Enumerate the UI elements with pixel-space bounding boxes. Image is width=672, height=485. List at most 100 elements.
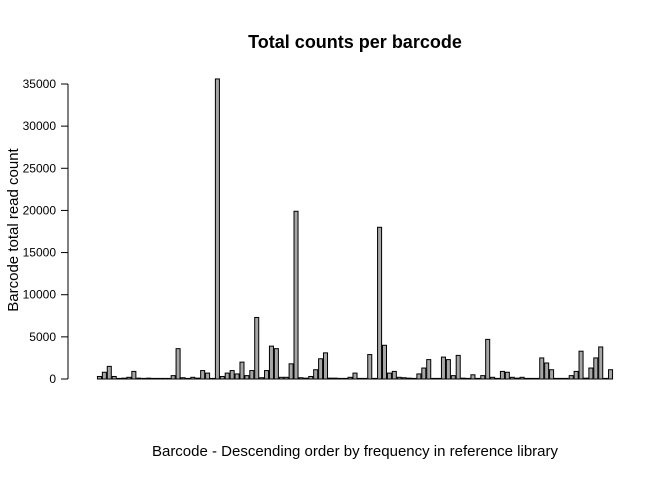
bar [96, 375, 102, 380]
bar [470, 374, 476, 380]
y-tick-label: 25000 [23, 161, 57, 175]
bar [332, 377, 338, 380]
bar [268, 345, 274, 380]
bar [298, 377, 304, 380]
bar [386, 372, 392, 380]
bar [401, 377, 407, 380]
bar [278, 376, 284, 380]
bar [318, 358, 324, 380]
bar [244, 375, 250, 380]
bar [170, 375, 176, 380]
y-axis-label: Barcode total read count [5, 147, 22, 311]
bar [175, 348, 181, 380]
bar [136, 377, 142, 380]
bar [544, 362, 550, 380]
bar [416, 373, 422, 380]
bar [534, 377, 540, 380]
bar [509, 376, 515, 380]
bar [450, 375, 456, 380]
bar [111, 375, 117, 380]
bar [151, 377, 157, 380]
bar [131, 370, 137, 380]
bar [436, 377, 442, 380]
bar [155, 377, 161, 380]
bar [254, 316, 260, 380]
bar [229, 370, 235, 380]
y-tick-label: 35000 [23, 77, 57, 91]
bar [539, 357, 545, 380]
bar [549, 369, 555, 380]
bar [603, 377, 609, 380]
bar [126, 376, 132, 380]
y-tick-label: 15000 [23, 246, 57, 260]
bar [106, 365, 112, 380]
bar [514, 377, 520, 380]
bar [209, 377, 216, 380]
y-axis: 0 5000 10000 15000 20000 25000 30000 35000 [23, 77, 69, 386]
bar [426, 359, 432, 380]
bar [504, 371, 510, 380]
bar [524, 377, 530, 380]
bar [283, 376, 289, 380]
bars [96, 78, 614, 380]
bar [529, 377, 535, 380]
bar [357, 377, 363, 380]
bar [499, 370, 505, 380]
bar [273, 348, 279, 380]
bar [583, 377, 589, 380]
bar [465, 377, 471, 380]
bar [293, 210, 299, 380]
bar [372, 377, 378, 380]
bar [485, 338, 491, 380]
bar [313, 369, 319, 380]
bar [347, 376, 353, 380]
bar [205, 372, 211, 380]
bar [195, 377, 201, 380]
bar [185, 377, 191, 380]
bar [608, 369, 614, 380]
bar [391, 370, 397, 380]
bar [337, 377, 343, 380]
bar [593, 357, 599, 380]
bar [259, 377, 265, 380]
bar [440, 356, 446, 380]
bar [480, 375, 486, 380]
bar [323, 352, 329, 380]
bar [249, 370, 255, 380]
bar [180, 377, 186, 380]
bar [558, 377, 564, 380]
y-tick-label: 30000 [23, 119, 57, 133]
bar [411, 377, 417, 380]
bar [455, 354, 461, 380]
bar [381, 344, 388, 380]
bar [288, 363, 294, 380]
bar [239, 361, 245, 380]
bar [495, 377, 501, 380]
bar [421, 367, 427, 380]
bar [362, 377, 368, 380]
bar [141, 377, 147, 380]
bar [406, 377, 412, 380]
y-tick-label: 10000 [23, 288, 57, 302]
bar [327, 377, 333, 380]
bar [573, 370, 579, 380]
bar [475, 377, 481, 380]
bar [190, 376, 196, 380]
bar [264, 370, 270, 380]
bar [445, 359, 451, 380]
bar [121, 377, 127, 380]
bar [460, 377, 466, 380]
bar [214, 78, 220, 380]
chart-title: Total counts per barcode [248, 32, 462, 52]
y-tick-label: 20000 [23, 203, 57, 217]
bar [303, 377, 309, 380]
bar [308, 375, 314, 380]
bar [352, 372, 358, 380]
y-tick-label: 5000 [29, 330, 56, 344]
bar [519, 376, 525, 380]
bar [588, 367, 594, 380]
bar [160, 377, 166, 380]
bar [377, 226, 383, 380]
